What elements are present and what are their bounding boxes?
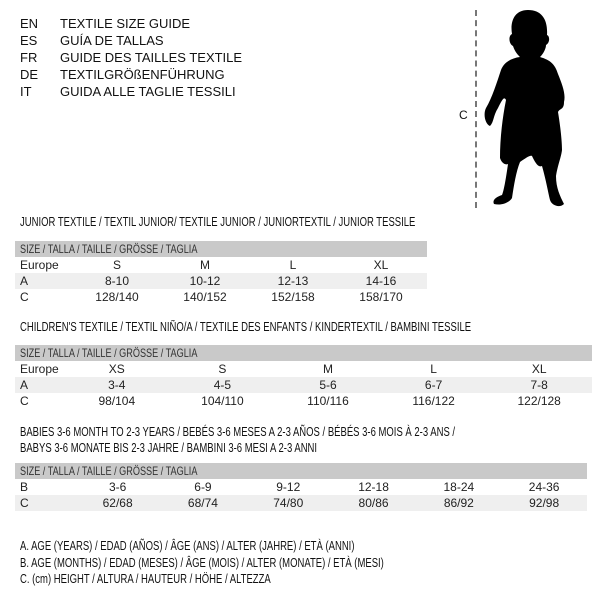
cell: 5-6 [319,378,337,392]
lang-title: TEXTILE SIZE GUIDE [60,16,191,31]
row-label: C [20,394,29,408]
table-row: A 3-4 4-5 5-6 6-7 7-8 [15,377,592,393]
table-row: Europe XS S M L XL [15,361,592,377]
cell: 24-36 [528,480,560,494]
babies-section-title-line1: BABIES 3-6 MONTH TO 2-3 YEARS / BEBÉS 3-… [20,425,456,439]
table-row: C 98/104 104/110 110/116 116/122 122/128 [15,393,592,409]
cell: 6-7 [424,378,443,392]
row-label: Europe [20,258,59,272]
cell: 6-9 [194,480,212,494]
cell: S [112,258,121,272]
row-label: A [20,378,29,392]
legend-age-years: A. AGE (YEARS) / EDAD (AÑOS) / ÂGE (ANS)… [20,539,355,553]
cell: 158/170 [359,290,403,304]
cell: 98/104 [98,394,136,408]
row-label: A [20,274,29,288]
cell: 14-16 [365,274,397,288]
cell: 74/80 [273,496,304,510]
cell: 9-12 [276,480,301,494]
height-figure: C [440,0,600,215]
cell: 8-10 [104,274,130,288]
lang-title: GUIDA ALLE TAGLIE TESSILI [60,84,236,99]
lang-title: GUIDE DES TAILLES TEXTILE [60,50,243,65]
cell: 12-18 [358,480,389,494]
cell: 152/158 [271,290,315,304]
table-row: C 128/140 140/152 152/158 158/170 [15,289,427,305]
cell: XL [531,362,547,376]
junior-section-title: JUNIOR TEXTILE / TEXTIL JUNIOR/ TEXTILE … [20,215,416,229]
table-row: Europe S M L XL [15,257,427,273]
cell: M [200,258,210,272]
table-row: C 62/68 68/74 74/80 80/86 86/92 92/98 [15,495,587,511]
row-label: Europe [20,362,59,376]
cell: 80/86 [358,496,389,510]
height-label: C [459,108,468,122]
cell: 7-8 [530,378,548,392]
cell: XS [108,362,125,376]
table-row: A 8-10 10-12 12-13 14-16 [15,273,427,289]
table-header: SIZE / TALLA / TAILLE / GRÖSSE / TAGLIA [15,241,427,257]
table-header: SIZE / TALLA / TAILLE / GRÖSSE / TAGLIA [15,345,592,361]
table-header: SIZE / TALLA / TAILLE / GRÖSSE / TAGLIA [15,463,587,479]
lang-code: FR [20,50,38,65]
row-label: C [20,496,29,510]
babies-size-table: SIZE / TALLA / TAILLE / GRÖSSE / TAGLIA … [15,463,587,511]
cell: XL [373,258,389,272]
children-size-table: SIZE / TALLA / TAILLE / GRÖSSE / TAGLIA … [15,345,592,409]
cell: L [430,362,437,376]
cell: 62/68 [102,496,133,510]
cell: 104/110 [201,394,244,408]
junior-size-table: SIZE / TALLA / TAILLE / GRÖSSE / TAGLIA … [15,241,427,305]
cell: 140/152 [183,290,227,304]
row-label: C [20,290,29,304]
cell: 3-4 [108,378,126,392]
lang-code: DE [20,67,39,82]
cell: 92/98 [529,496,560,510]
baby-silhouette-icon [484,10,565,207]
cell: 10-12 [189,274,221,288]
cell: 110/116 [307,394,349,408]
lang-code: IT [20,84,32,99]
cell: 128/140 [95,290,139,304]
cell: 12-13 [277,274,309,288]
legend-height: C. (cm) HEIGHT / ALTURA / HAUTEUR / HÖHE… [20,572,271,586]
cell: 122/128 [517,394,561,408]
babies-section-title-line2: BABYS 3-6 MONATE BIS 2-3 JAHRE / BAMBINI… [20,441,318,455]
cell: 3-6 [108,480,127,494]
cell: S [218,362,227,376]
height-measure-line [475,10,477,208]
row-label: B [20,480,29,494]
cell: 86/92 [443,496,474,510]
lang-title: GUÍA DE TALLAS [60,33,164,48]
lang-title: TEXTILGRÖßENFÜHRUNG [60,67,225,82]
table-row: B 3-6 6-9 9-12 12-18 18-24 24-36 [15,479,587,495]
legend-age-months: B. AGE (MONTHS) / EDAD (MESES) / ÂGE (MO… [20,556,384,570]
cell: M [322,362,333,376]
cell: 116/122 [412,394,455,408]
children-section-title: CHILDREN'S TEXTILE / TEXTIL NIÑO/A / TEX… [20,320,472,334]
cell: 68/74 [187,496,218,510]
cell: L [289,258,297,272]
lang-code: EN [20,16,39,31]
lang-code: ES [20,33,38,48]
cell: 18-24 [443,480,475,494]
cell: 4-5 [213,378,232,392]
